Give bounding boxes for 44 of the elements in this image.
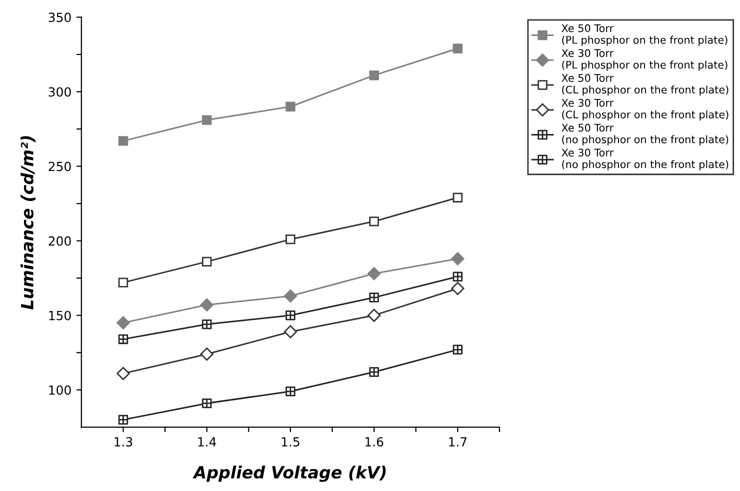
y-tick-label: 200 xyxy=(48,236,71,246)
y-tick-label: 300 xyxy=(48,87,71,97)
y-tick-label: 250 xyxy=(48,162,71,172)
point xyxy=(286,102,296,112)
point xyxy=(202,256,212,267)
point xyxy=(116,316,130,330)
point xyxy=(200,348,214,361)
point xyxy=(116,366,130,380)
point xyxy=(118,278,128,288)
point xyxy=(451,252,464,266)
point xyxy=(452,192,463,202)
point xyxy=(369,367,379,377)
point xyxy=(286,386,296,396)
point xyxy=(369,292,379,302)
point xyxy=(286,310,296,320)
y-tick-label: 100 xyxy=(49,385,71,395)
legend-label: Xe 50 Torr (PL phosphor on the front plate) xyxy=(562,24,728,46)
point xyxy=(284,289,298,303)
legend-label: Xe 30 Torr (CL phosphor on the front plate) xyxy=(562,98,728,120)
x-tick-label: 1.7 xyxy=(449,437,467,446)
point xyxy=(118,136,128,146)
legend-label: Xe 30 Torr (no phosphor on the front plate) xyxy=(562,148,728,170)
point xyxy=(200,298,214,312)
legend-label: Xe 50 Torr (CL phosphor on the front plate) xyxy=(562,74,728,96)
point xyxy=(284,325,298,338)
point xyxy=(369,216,379,226)
point xyxy=(452,44,463,54)
point xyxy=(452,272,463,282)
x-axis-title: Applied Voltage (kV) xyxy=(192,466,386,482)
point xyxy=(451,282,464,296)
x-tick-label: 1.5 xyxy=(282,437,300,447)
point xyxy=(369,70,379,80)
legend-label: Xe 30 Torr (PL phosphor on the front plate) xyxy=(562,49,728,71)
x-tick-label: 1.4 xyxy=(198,437,216,446)
y-axis-title: Luminance (cd/m²) xyxy=(20,136,36,310)
legend-label: Xe 50 Torr (no phosphor on the front plate) xyxy=(562,124,728,146)
point xyxy=(286,234,296,244)
x-tick-label: 1.3 xyxy=(114,437,132,447)
x-tick-label: 1.6 xyxy=(366,437,384,447)
y-tick-label: 150 xyxy=(49,310,71,320)
y-tick-label: 350 xyxy=(48,12,71,22)
point xyxy=(202,115,212,125)
point xyxy=(367,308,381,322)
point xyxy=(367,267,381,280)
